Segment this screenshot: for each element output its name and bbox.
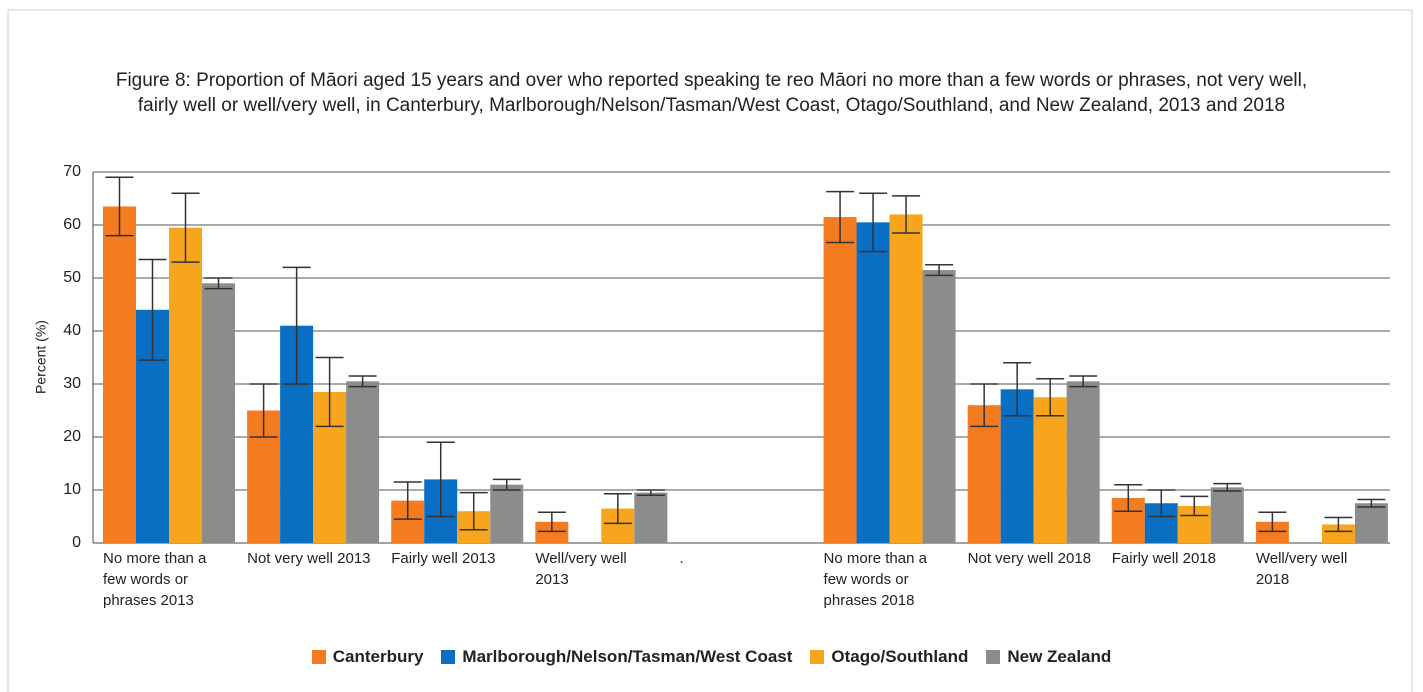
bar bbox=[1354, 503, 1388, 543]
bar bbox=[1210, 487, 1244, 543]
error-bar bbox=[393, 481, 422, 520]
legend-swatch bbox=[441, 650, 456, 664]
error-bar bbox=[970, 383, 999, 428]
error-bar bbox=[1036, 377, 1065, 417]
legend-item: New Zealand bbox=[986, 647, 1111, 667]
legend-swatch bbox=[810, 650, 825, 664]
legend: Canterbury Marlborough/Nelson/Tasman/West… bbox=[0, 647, 1423, 667]
x-tick-label: Well/very well 2013 bbox=[535, 550, 627, 588]
error-bar bbox=[603, 492, 632, 525]
x-tick-label: No more than a few words or phrases 2013 bbox=[103, 550, 207, 609]
bar bbox=[103, 206, 136, 543]
chart-title: Figure 8: Proportion of Māori aged 15 ye… bbox=[115, 70, 1308, 116]
legend-label: New Zealand bbox=[1007, 647, 1112, 666]
bar bbox=[1321, 524, 1355, 543]
y-tick-label: 40 bbox=[63, 322, 81, 339]
error-bar bbox=[636, 489, 665, 497]
x-tick-label: Fairly well 2013 bbox=[391, 550, 496, 567]
error-bar bbox=[282, 266, 311, 385]
bar bbox=[967, 405, 1001, 543]
error-bar bbox=[1357, 498, 1386, 508]
bar bbox=[1255, 521, 1289, 543]
error-bar bbox=[537, 511, 566, 533]
bar bbox=[169, 227, 202, 543]
bar bbox=[535, 521, 569, 543]
error-bar bbox=[426, 441, 455, 518]
legend-label: Otago/Southland bbox=[831, 647, 969, 666]
error-bar bbox=[859, 192, 888, 253]
legend-swatch bbox=[311, 650, 326, 664]
bar bbox=[346, 381, 380, 543]
error-bar bbox=[1324, 516, 1353, 533]
legend-item: Canterbury bbox=[311, 647, 424, 667]
error-bar bbox=[1258, 511, 1287, 533]
error-bar bbox=[826, 190, 855, 244]
legend-item: Otago/Southland bbox=[810, 647, 968, 667]
y-tick-label: 30 bbox=[63, 375, 81, 392]
error-bar bbox=[315, 356, 344, 428]
bar bbox=[202, 283, 235, 543]
error-bar bbox=[105, 176, 134, 237]
error-bar bbox=[1147, 489, 1176, 518]
x-tick-label: Fairly well 2018 bbox=[1111, 550, 1216, 567]
error-bar bbox=[204, 277, 233, 290]
error-bar bbox=[1213, 482, 1242, 492]
x-tick-label: Well/very well 2018 bbox=[1255, 550, 1348, 588]
frame bbox=[7, 9, 1413, 692]
bar bbox=[856, 222, 890, 543]
bar bbox=[922, 270, 956, 543]
error-bar bbox=[171, 192, 200, 263]
legend-label: Canterbury bbox=[332, 647, 424, 666]
y-tick-label: 50 bbox=[63, 269, 81, 286]
y-axis-label: Percent (%) bbox=[33, 320, 49, 394]
x-tick-label: No more than a few words or phrases 2018 bbox=[823, 550, 927, 609]
y-tick-label: 60 bbox=[63, 216, 81, 233]
error-bar bbox=[1003, 362, 1032, 417]
error-bar bbox=[492, 478, 521, 491]
error-bar bbox=[459, 491, 488, 531]
y-tick-label: 70 bbox=[63, 163, 81, 180]
y-tick-label: 0 bbox=[72, 534, 81, 551]
bar bbox=[1033, 397, 1067, 543]
error-bar bbox=[925, 264, 954, 277]
error-bar bbox=[1069, 375, 1098, 388]
error-bar bbox=[1114, 483, 1143, 512]
bar bbox=[889, 214, 923, 543]
bar bbox=[1066, 381, 1100, 543]
error-bar bbox=[1180, 495, 1209, 517]
x-tick-label: . bbox=[679, 550, 684, 567]
x-tick-label: Not very well 2018 bbox=[967, 550, 1092, 567]
error-bar bbox=[348, 375, 377, 388]
error-bar bbox=[249, 383, 278, 438]
bar bbox=[490, 484, 524, 543]
x-tick-label: Not very well 2013 bbox=[247, 550, 371, 567]
legend-item: Marlborough/Nelson/Tasman/West Coast bbox=[441, 647, 792, 667]
error-bar bbox=[138, 258, 167, 361]
bar bbox=[634, 492, 668, 543]
y-tick-label: 10 bbox=[63, 481, 81, 498]
bar bbox=[823, 217, 857, 544]
legend-swatch bbox=[986, 650, 1001, 664]
y-tick-label: 20 bbox=[63, 428, 81, 445]
error-bar bbox=[892, 195, 921, 234]
legend-label: Marlborough/Nelson/Tasman/West Coast bbox=[462, 647, 793, 666]
